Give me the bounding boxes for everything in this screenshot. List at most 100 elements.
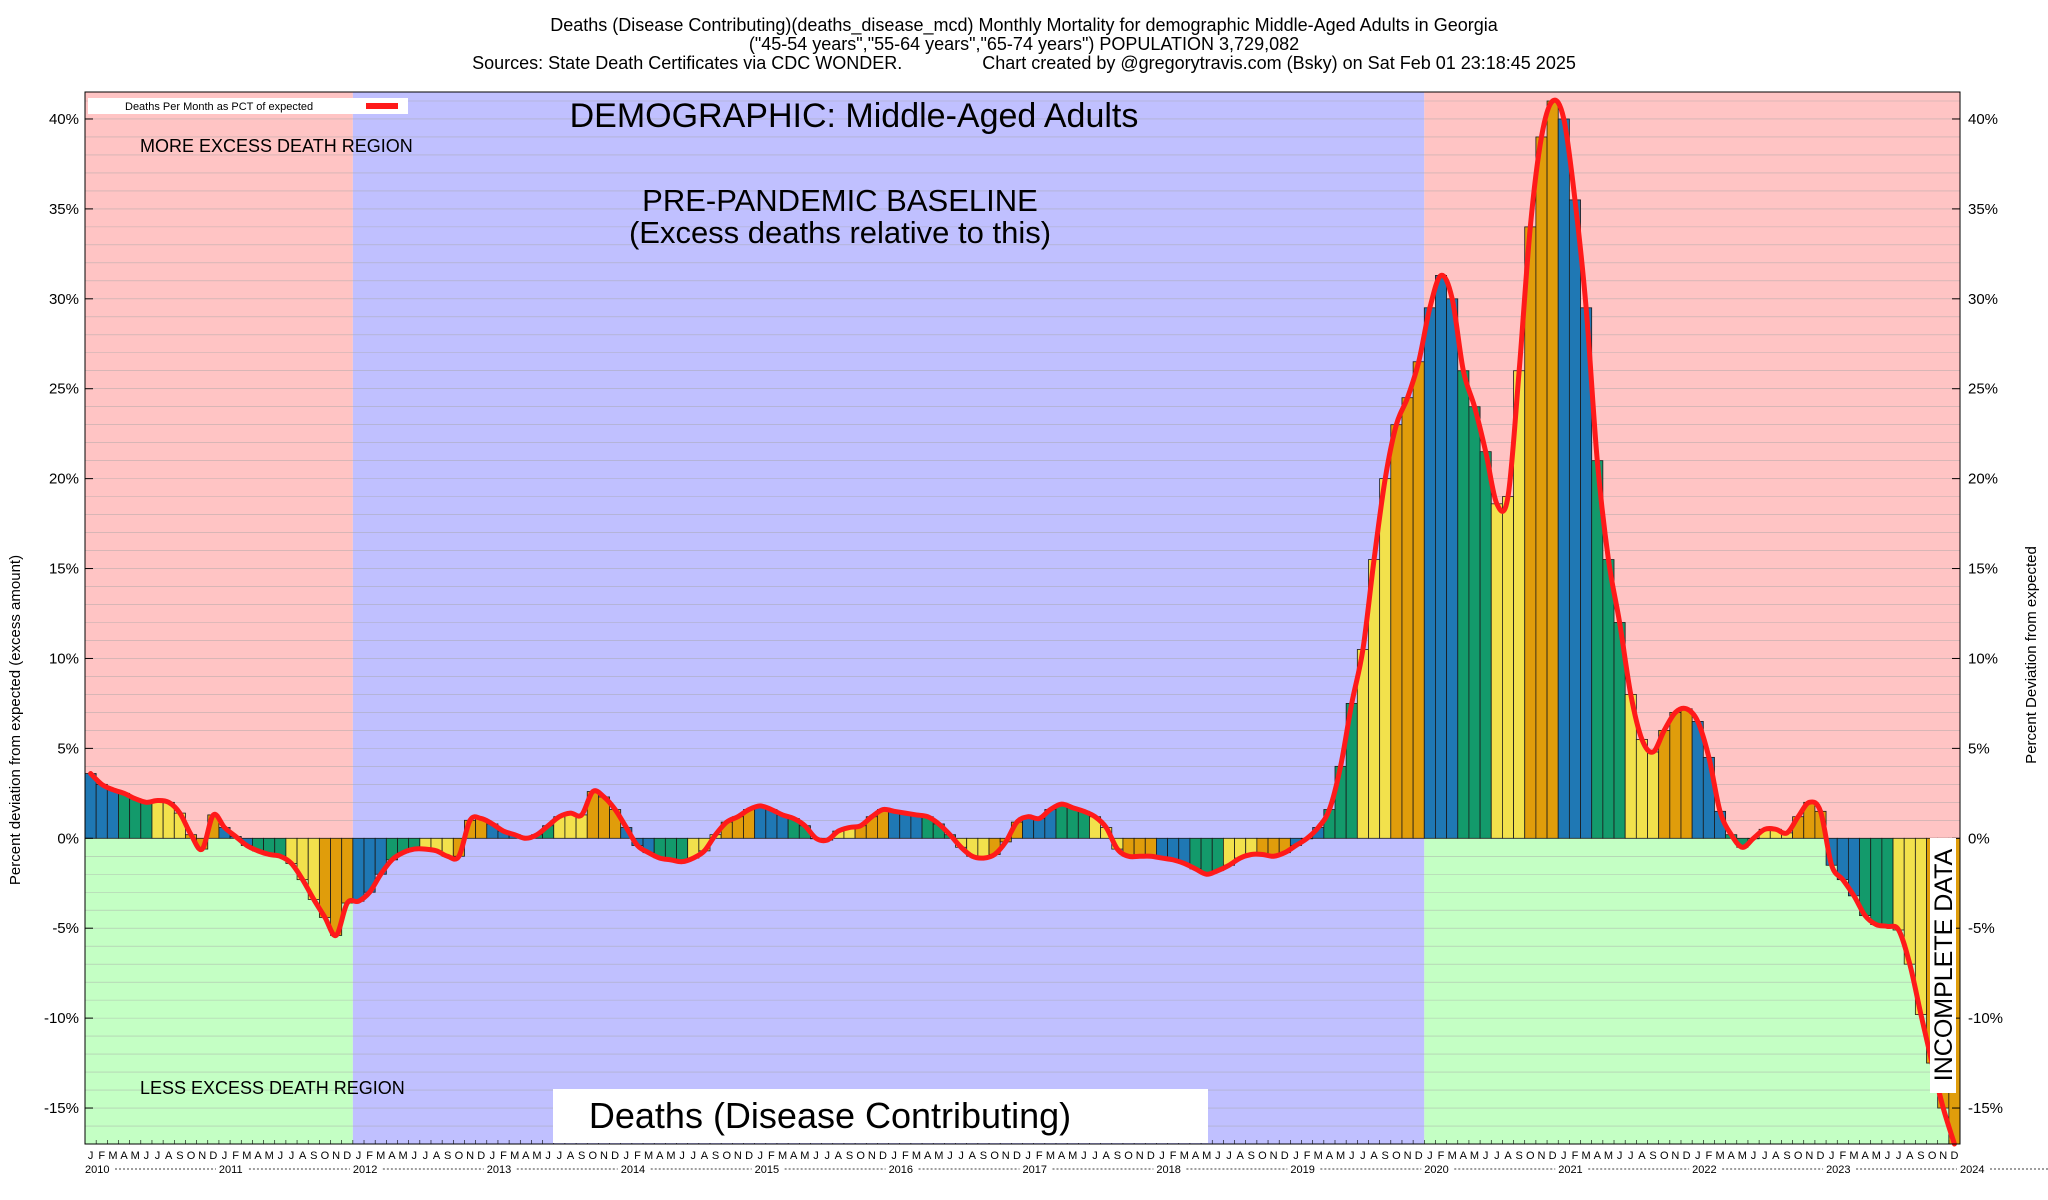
x-month-label: M [1872, 1150, 1881, 1162]
y-tick-label-right: 25% [1968, 381, 1998, 398]
y-tick-label-right: 35% [1968, 201, 1998, 218]
x-month-label: D [1683, 1150, 1691, 1162]
bar [1200, 837, 1213, 875]
y-axis-ticks: 40% 40% 35% 35% 30% 30% 25% 25% 20% 20% 15% 15% 10% 1… [44, 111, 2003, 1117]
x-month-label: J [824, 1150, 830, 1162]
y-tick-label-right: -15% [1968, 1100, 2003, 1117]
bar [1055, 803, 1068, 839]
x-month-label: D [1950, 1150, 1958, 1162]
x-month-label: J [1885, 1150, 1891, 1162]
x-month-label: J [1159, 1150, 1165, 1162]
x-month-label: S [310, 1150, 317, 1162]
x-month-label: M [532, 1150, 541, 1162]
bar [1568, 199, 1581, 839]
x-month-label: A [790, 1150, 798, 1162]
x-month-label: S [1515, 1150, 1522, 1162]
x-year-label: 2024 [1960, 1164, 1984, 1176]
x-month-label: A [1638, 1150, 1646, 1162]
baseline-sublabel: (Excess deaths relative to this) [629, 215, 1051, 250]
bar [1602, 559, 1615, 839]
x-month-label: M [1715, 1150, 1724, 1162]
bar [1144, 837, 1157, 857]
x-month-label: A [924, 1150, 932, 1162]
incomplete-label-bg [1930, 838, 1956, 1093]
bar [888, 810, 901, 839]
x-month-label: J [1349, 1150, 1355, 1162]
x-month-label: J [1628, 1150, 1634, 1162]
x-month-label: O [990, 1150, 999, 1162]
x-month-label: M [242, 1150, 251, 1162]
x-month-label: A [1906, 1150, 1914, 1162]
x-month-label: J [490, 1150, 496, 1162]
x-month-label: S [846, 1150, 853, 1162]
bar [1033, 818, 1046, 839]
x-month-label: D [209, 1150, 217, 1162]
x-month-label: M [376, 1150, 385, 1162]
x-month-label: J [1215, 1150, 1221, 1162]
x-month-label: A [522, 1150, 530, 1162]
x-month-label: J [411, 1150, 417, 1162]
bar [1412, 361, 1425, 839]
x-month-label: F [634, 1150, 641, 1162]
bar [1680, 708, 1693, 839]
incomplete-data-label: INCOMPLETE DATA [1930, 848, 1958, 1081]
x-month-label: D [1817, 1150, 1825, 1162]
x-month-label: S [1649, 1150, 1656, 1162]
x-month-label: A [388, 1150, 396, 1162]
x-month-label: M [265, 1150, 274, 1162]
x-month-label: N [1270, 1150, 1278, 1162]
x-year-label: 2014 [621, 1164, 645, 1176]
x-year-label: 2010 [85, 1164, 109, 1176]
x-month-label: M [1604, 1150, 1613, 1162]
x-month-label: A [1728, 1150, 1736, 1162]
x-month-label: M [1738, 1150, 1747, 1162]
x-month-label: O [1794, 1150, 1803, 1162]
category-label: Deaths (Disease Contributing) [589, 1095, 1071, 1136]
x-month-label: A [1772, 1150, 1780, 1162]
x-month-label: O [722, 1150, 731, 1162]
y-tick-label-right: 40% [1968, 111, 1998, 128]
x-month-label: J [947, 1150, 953, 1162]
x-month-label: F [1170, 1150, 1177, 1162]
x-month-label: M [1314, 1150, 1323, 1162]
bar [1435, 275, 1448, 839]
x-month-label: J [1762, 1150, 1768, 1162]
category-box-bg [553, 1089, 1208, 1143]
x-month-label: N [734, 1150, 742, 1162]
x-month-label: N [1002, 1150, 1010, 1162]
baseline-label: PRE-PANDEMIC BASELINE [642, 183, 1038, 218]
bar [899, 812, 912, 839]
legend-label: Deaths Per Month as PCT of expected [125, 101, 313, 113]
bar [341, 837, 354, 904]
x-year-label: 2016 [889, 1164, 913, 1176]
x-month-label: O [856, 1150, 865, 1162]
bar [151, 800, 164, 839]
bar [352, 837, 365, 902]
x-month-label: D [745, 1150, 753, 1162]
x-month-label: A [701, 1150, 709, 1162]
x-month-label: S [444, 1150, 451, 1162]
x-year-label: 2017 [1023, 1164, 1047, 1176]
x-month-label: M [934, 1150, 943, 1162]
bar [1658, 729, 1671, 839]
x-month-label: M [1470, 1150, 1479, 1162]
x-month-label: A [1370, 1150, 1378, 1162]
x-month-label: A [299, 1150, 307, 1162]
x-month-label: J [1427, 1150, 1433, 1162]
bar [1892, 837, 1905, 931]
x-month-label: M [666, 1150, 675, 1162]
x-year-label: 2011 [219, 1164, 243, 1176]
line-series [88, 97, 1957, 1147]
x-year-label: 2023 [1826, 1164, 1850, 1176]
x-month-label: A [1504, 1150, 1512, 1162]
x-month-label: J [423, 1150, 429, 1162]
x-month-label: J [1561, 1150, 1567, 1162]
x-month-label: O [1392, 1150, 1401, 1162]
y-tick-label: 0% [57, 830, 79, 847]
x-month-label: J [1483, 1150, 1489, 1162]
x-month-label: F [1706, 1150, 1713, 1162]
x-month-label: F [1572, 1150, 1579, 1162]
x-month-label: J [1360, 1150, 1366, 1162]
bar [910, 814, 923, 839]
